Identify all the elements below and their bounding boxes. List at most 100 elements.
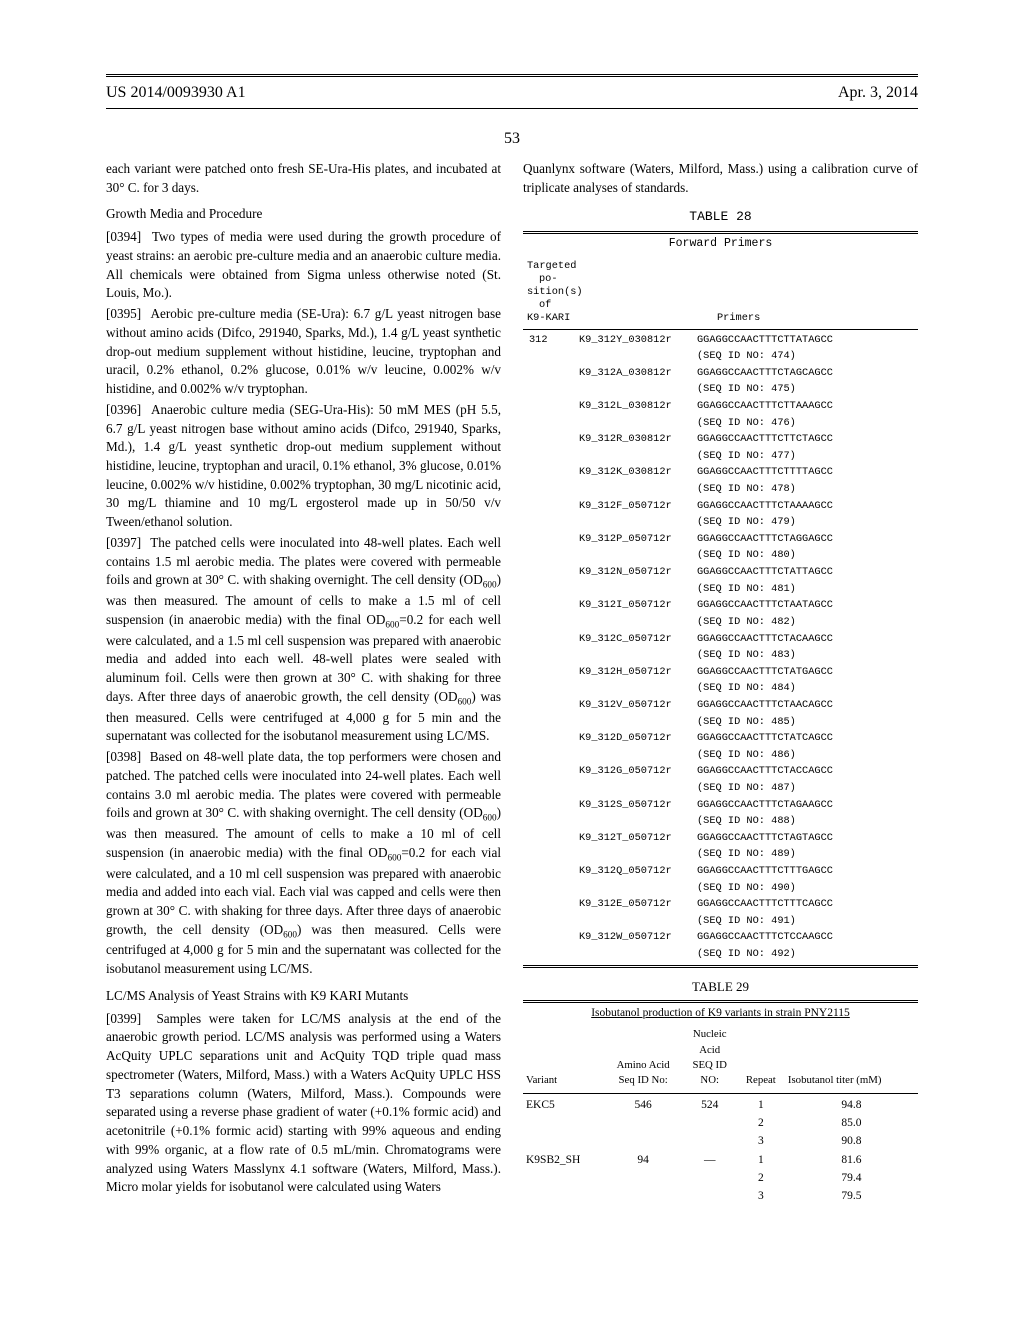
heading-growth: Growth Media and Procedure <box>106 205 501 224</box>
heading-lcms: LC/MS Analysis of Yeast Strains with K9 … <box>106 987 501 1006</box>
para-0395: [0395] Aerobic pre-culture media (SE-Ura… <box>106 305 501 399</box>
table-row: K9_312S_050712rGGAGGCCAACTTTCTAGAAGCC <box>523 797 918 814</box>
page-number: 53 <box>504 128 520 150</box>
col-header-line: Targeted <box>527 260 597 273</box>
publication-date: Apr. 3, 2014 <box>838 82 918 104</box>
header-rule <box>106 108 918 109</box>
table-row: K9SB2_SH94—181.6 <box>523 1151 918 1169</box>
para-text: Aerobic pre-culture media (SE-Ura): 6.7 … <box>106 306 501 396</box>
table-row: (SEQ ID NO: 489) <box>523 846 918 863</box>
para-text: Anaerobic culture media (SEG-Ura-His): 5… <box>106 402 501 529</box>
table-row: K9_312A_030812rGGAGGCCAACTTTCTAGCAGCC <box>523 365 918 382</box>
header-double-rule <box>106 74 918 77</box>
table28-subcaption: Forward Primers <box>523 236 918 252</box>
table-row: K9_312R_030812rGGAGGCCAACTTTCTTCTAGCC <box>523 431 918 448</box>
para-0398: [0398] Based on 48-well plate data, the … <box>106 748 501 979</box>
col-titer: Isobutanol titer (mM) <box>785 1025 918 1090</box>
table-row: (SEQ ID NO: 479) <box>523 514 918 531</box>
para-num: [0395] <box>106 306 141 321</box>
table-bottom-rule <box>523 965 918 968</box>
table28-header: Targeted po- sition(s) of K9-KARI Primer… <box>523 256 918 326</box>
para-num: [0397] <box>106 535 141 550</box>
col-header-line: K9-KARI <box>527 312 597 325</box>
page-header: US 2014/0093930 A1 Apr. 3, 2014 <box>106 82 918 104</box>
table-row: 285.0 <box>523 1114 918 1132</box>
table-header-rule <box>523 329 918 330</box>
intro-paragraph: each variant were patched onto fresh SE-… <box>106 160 501 197</box>
hl: Seq ID No: <box>619 1074 668 1086</box>
left-column: each variant were patched onto fresh SE-… <box>106 160 501 1280</box>
subcaption-text: Isobutanol production of K9 variants in … <box>591 1007 850 1019</box>
table-row: (SEQ ID NO: 485) <box>523 714 918 731</box>
table-row: K9_312T_050712rGGAGGCCAACTTTCTAGTAGCC <box>523 830 918 847</box>
col-header-line: of <box>527 299 597 312</box>
table29-subcaption: Isobutanol production of K9 variants in … <box>523 1005 918 1021</box>
col-header-line: sition(s) <box>527 286 597 299</box>
table-row: (SEQ ID NO: 487) <box>523 780 918 797</box>
col-repeat: Repeat <box>737 1025 785 1090</box>
table29: Variant Amino AcidSeq ID No: NucleicAcid… <box>523 1025 918 1205</box>
right-column: Quanlynx software (Waters, Milford, Mass… <box>523 160 918 1280</box>
table-row: (SEQ ID NO: 484) <box>523 680 918 697</box>
table-row: (SEQ ID NO: 480) <box>523 547 918 564</box>
table-row: (SEQ ID NO: 491) <box>523 913 918 930</box>
od-sub: 600 <box>483 813 497 823</box>
table-row: K9_312L_030812rGGAGGCCAACTTTCTTAAAGCC <box>523 398 918 415</box>
hl: NO: <box>700 1074 719 1086</box>
table-row: (SEQ ID NO: 478) <box>523 481 918 498</box>
table-row: K9_312N_050712rGGAGGCCAACTTTCTATTAGCC <box>523 564 918 581</box>
table-row: (SEQ ID NO: 488) <box>523 813 918 830</box>
table-row: K9_312P_050712rGGAGGCCAACTTTCTAGGAGCC <box>523 531 918 548</box>
para-text: Two types of media were used during the … <box>106 229 501 300</box>
table-row: (SEQ ID NO: 481) <box>523 581 918 598</box>
table-top-rule <box>523 231 918 234</box>
table-row: K9_312H_050712rGGAGGCCAACTTTCTATGAGCC <box>523 664 918 681</box>
col-na: Nucleic Acid SEQ ID NO: <box>683 1025 737 1090</box>
table-row: K9_312F_050712rGGAGGCCAACTTTCTAAAAGCC <box>523 498 918 515</box>
para-text: Based on 48-well plate data, the top per… <box>106 749 501 820</box>
table-row: K9_312E_050712rGGAGGCCAACTTTCTTTCAGCC <box>523 896 918 913</box>
para-num: [0396] <box>106 402 141 417</box>
main-content: each variant were patched onto fresh SE-… <box>106 160 918 1280</box>
table-row: K9_312I_050712rGGAGGCCAACTTTCTAATAGCC <box>523 597 918 614</box>
table-row: (SEQ ID NO: 476) <box>523 415 918 432</box>
col-header-primers: Primers <box>717 312 760 325</box>
table-row: K9_312Q_050712rGGAGGCCAACTTTCTTTGAGCC <box>523 863 918 880</box>
publication-number: US 2014/0093930 A1 <box>106 82 246 104</box>
para-text: The patched cells were inoculated into 4… <box>106 535 501 587</box>
para-0396: [0396] Anaerobic culture media (SEG-Ura-… <box>106 401 501 532</box>
table-row: 279.4 <box>523 1169 918 1187</box>
table-row: (SEQ ID NO: 492) <box>523 946 918 963</box>
col-header-line: po- <box>527 273 597 286</box>
table28-caption: TABLE 28 <box>523 207 918 226</box>
para-0394: [0394] Two types of media were used duri… <box>106 228 501 303</box>
caption-text: TABLE 28 <box>689 209 751 224</box>
table-row: K9_312D_050712rGGAGGCCAACTTTCTATCAGCC <box>523 730 918 747</box>
table-row: (SEQ ID NO: 475) <box>523 381 918 398</box>
table-row: K9_312C_050712rGGAGGCCAACTTTCTACAAGCC <box>523 631 918 648</box>
od-sub: 600 <box>483 580 497 590</box>
table-row: (SEQ ID NO: 486) <box>523 747 918 764</box>
od-sub: 600 <box>387 852 401 862</box>
table-row: 379.5 <box>523 1187 918 1205</box>
table-row: (SEQ ID NO: 482) <box>523 614 918 631</box>
hl: Acid <box>699 1044 720 1056</box>
table-row: (SEQ ID NO: 490) <box>523 880 918 897</box>
table-row: 390.8 <box>523 1132 918 1150</box>
od-sub: 600 <box>283 929 297 939</box>
od-sub: 600 <box>385 620 399 630</box>
table-row: K9_312G_050712rGGAGGCCAACTTTCTACCAGCC <box>523 763 918 780</box>
col-variant: Variant <box>523 1025 604 1090</box>
table-row: K9_312K_030812rGGAGGCCAACTTTCTTTTAGCC <box>523 464 918 481</box>
para-num: [0399] <box>106 1011 141 1026</box>
hl: Nucleic <box>693 1028 727 1040</box>
table-row: 312K9_312Y_030812rGGAGGCCAACTTTCTTATAGCC <box>523 332 918 349</box>
para-0397: [0397] The patched cells were inoculated… <box>106 534 501 746</box>
para-0399: [0399] Samples were taken for LC/MS anal… <box>106 1010 501 1197</box>
hl: SEQ ID <box>692 1059 727 1071</box>
od-sub: 600 <box>458 697 472 707</box>
table-top-rule <box>523 1000 918 1003</box>
para-cont: Quanlynx software (Waters, Milford, Mass… <box>523 160 918 197</box>
table-row: K9_312V_050712rGGAGGCCAACTTTCTAACAGCC <box>523 697 918 714</box>
table-row: (SEQ ID NO: 477) <box>523 448 918 465</box>
